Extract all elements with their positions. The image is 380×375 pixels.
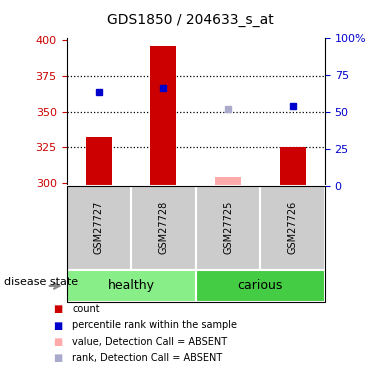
Text: GSM27725: GSM27725 xyxy=(223,201,233,255)
Text: healthy: healthy xyxy=(108,279,155,292)
Text: ■: ■ xyxy=(53,337,62,346)
Bar xyxy=(86,137,112,186)
Bar xyxy=(280,147,306,186)
Text: disease state: disease state xyxy=(4,277,78,287)
Text: GSM27727: GSM27727 xyxy=(94,201,104,255)
Text: carious: carious xyxy=(238,279,283,292)
Bar xyxy=(150,46,176,186)
Text: ■: ■ xyxy=(53,353,62,363)
Text: ■: ■ xyxy=(53,321,62,330)
Text: rank, Detection Call = ABSENT: rank, Detection Call = ABSENT xyxy=(72,353,222,363)
Bar xyxy=(215,177,241,186)
Bar xyxy=(215,177,241,186)
Text: value, Detection Call = ABSENT: value, Detection Call = ABSENT xyxy=(72,337,227,346)
Text: GDS1850 / 204633_s_at: GDS1850 / 204633_s_at xyxy=(107,13,273,27)
Text: ■: ■ xyxy=(53,304,62,314)
Text: GSM27726: GSM27726 xyxy=(288,201,298,254)
Text: count: count xyxy=(72,304,100,314)
Text: GSM27728: GSM27728 xyxy=(158,201,168,254)
Text: percentile rank within the sample: percentile rank within the sample xyxy=(72,321,237,330)
